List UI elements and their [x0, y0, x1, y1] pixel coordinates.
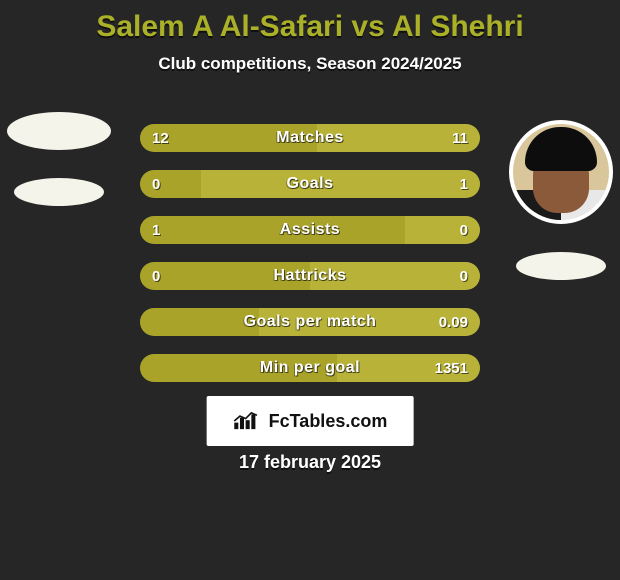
stat-row: Min per goal1351: [140, 354, 480, 382]
stat-row: Goals0 1: [140, 170, 480, 198]
stat-label: Matches: [140, 124, 480, 152]
stat-value-left: 0: [152, 170, 160, 198]
stat-row: Goals per match0.09: [140, 308, 480, 336]
date-text: 17 february 2025: [0, 452, 620, 473]
chart-icon: [233, 410, 259, 432]
stat-value-right: 0: [460, 216, 468, 244]
avatar-placeholder-icon: [14, 178, 104, 206]
stat-value-left: 1: [152, 216, 160, 244]
stat-label: Goals: [140, 170, 480, 198]
stat-value-left: 12: [152, 124, 169, 152]
stats-bars: Matches1211Goals01Assists10Hattricks00Go…: [140, 124, 480, 382]
avatar-placeholder-icon: [7, 112, 111, 150]
stat-row: Assists1 0: [140, 216, 480, 244]
stat-row: Matches12 11: [140, 124, 480, 152]
stat-value-right: 0: [460, 262, 468, 290]
stat-value-right: 1: [460, 170, 468, 198]
comparison-card: Salem A Al-Safari vs Al Shehri Club comp…: [0, 0, 620, 580]
stat-value-right: 0.09: [439, 308, 468, 336]
stat-label: Assists: [140, 216, 480, 244]
subtitle: Club competitions, Season 2024/2025: [0, 54, 620, 74]
page-title: Salem A Al-Safari vs Al Shehri: [0, 0, 620, 44]
avatar: [509, 120, 613, 224]
avatar-placeholder-icon: [516, 252, 606, 280]
stat-row: Hattricks0 0: [140, 262, 480, 290]
branding-badge: FcTables.com: [207, 396, 414, 446]
player-left-avatars: [4, 112, 114, 206]
stat-value-left: 0: [152, 262, 160, 290]
stat-value-right: 11: [452, 124, 468, 152]
stat-label: Goals per match: [140, 308, 480, 336]
stat-label: Hattricks: [140, 262, 480, 290]
stat-value-right: 1351: [435, 354, 468, 382]
player-right-avatars: [506, 120, 616, 280]
stat-label: Min per goal: [140, 354, 480, 382]
branding-text: FcTables.com: [269, 411, 388, 432]
